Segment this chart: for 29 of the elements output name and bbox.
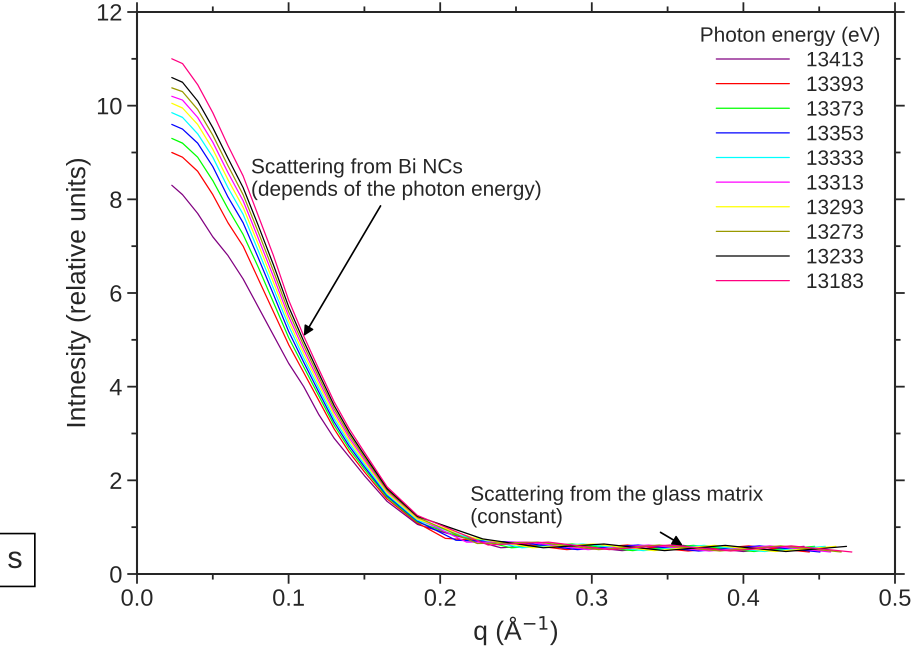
legend-label: 13333 [808, 150, 863, 166]
x-axis-title: q (Å$^{−1}$) [474, 616, 557, 646]
legend-label: 13293 [808, 200, 863, 214]
y-tick-label: 0 [110, 566, 122, 583]
y-tick-label: 2 [110, 472, 122, 489]
annotation: Scattering from the glass matrix (constant) [471, 486, 763, 528]
legend-title: Photon energy (eV) [701, 26, 880, 46]
x-tick-label: 0.5 [880, 589, 910, 606]
legend-label: 13183 [808, 273, 863, 288]
y-axis-title: Intnesity (relative units) [66, 158, 91, 426]
legend-label: 13373 [808, 101, 863, 116]
legend-label: 13413 [808, 52, 863, 67]
x-tick-label: 0.3 [576, 589, 608, 606]
legend-label: 13393 [808, 76, 863, 92]
annotation: Scattering from Bi NCs (depends of the photon energy) [252, 158, 540, 200]
y-tick-label: 10 [98, 98, 122, 114]
legend-label: 13353 [808, 126, 863, 140]
x-tick-label: 0.0 [122, 589, 152, 606]
y-tick-label: 6 [110, 285, 122, 302]
legend-label: 13273 [808, 224, 863, 239]
x-tick-label: 0.1 [273, 589, 304, 606]
legend-label: 13233 [808, 248, 863, 264]
x-tick-label: 0.4 [728, 589, 760, 606]
x-tick-label: 0.2 [424, 589, 456, 606]
y-tick-label: 4 [110, 378, 122, 396]
legend-label: 13313 [808, 174, 863, 190]
y-tick-label: 12 [98, 4, 122, 21]
y-tick-label: 8 [110, 191, 122, 208]
text: s [8, 552, 22, 568]
